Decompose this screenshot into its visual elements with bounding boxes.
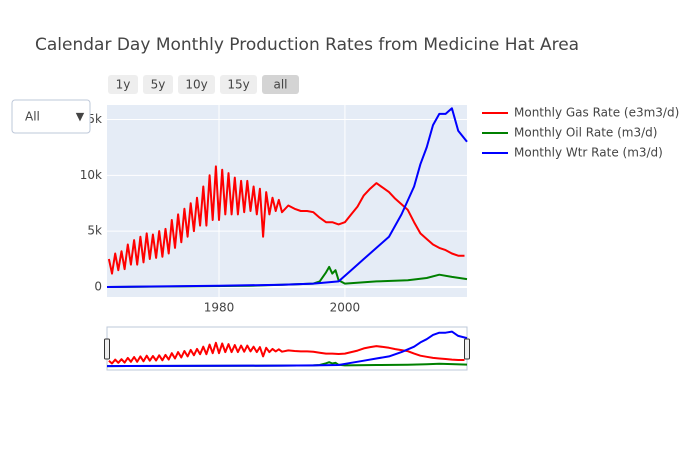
slider-handle[interactable] <box>104 338 110 360</box>
dropdown-label: All <box>25 110 40 124</box>
legend-label: Monthly Oil Rate (m3/d) <box>514 126 657 140</box>
series-line <box>106 107 468 288</box>
legend-label: Monthly Gas Rate (e3m3/d) <box>514 106 679 120</box>
series-line <box>107 165 465 275</box>
range-button-label: 5y <box>151 78 166 92</box>
y-tick-label: 0 <box>94 279 102 293</box>
range-button[interactable] <box>178 75 215 94</box>
y-tick-label: 5k <box>87 224 102 238</box>
x-tick-label: 1980 <box>204 301 235 315</box>
range-button[interactable] <box>108 75 138 94</box>
x-tick-label: 2000 <box>330 301 361 315</box>
dropdown[interactable] <box>11 99 91 134</box>
range-slider[interactable] <box>106 326 468 371</box>
range-button[interactable] <box>220 75 257 94</box>
range-button[interactable] <box>143 75 173 94</box>
dropdown-arrow: ▼ <box>76 110 85 123</box>
range-button-label: 15y <box>227 78 249 92</box>
range-button-label: all <box>273 78 287 92</box>
chart-title: Calendar Day Monthly Production Rates fr… <box>35 35 579 55</box>
slider-line <box>108 341 465 365</box>
legend-label: Monthly Wtr Rate (m3/d) <box>514 146 663 160</box>
range-button-label: 1y <box>116 78 131 92</box>
range-button-label: 10y <box>185 78 207 92</box>
slider-handle[interactable] <box>464 338 470 360</box>
y-tick-label: 10k <box>80 168 102 182</box>
range-button[interactable] <box>262 75 299 94</box>
plot-area <box>107 105 467 297</box>
slider-line <box>106 330 468 368</box>
